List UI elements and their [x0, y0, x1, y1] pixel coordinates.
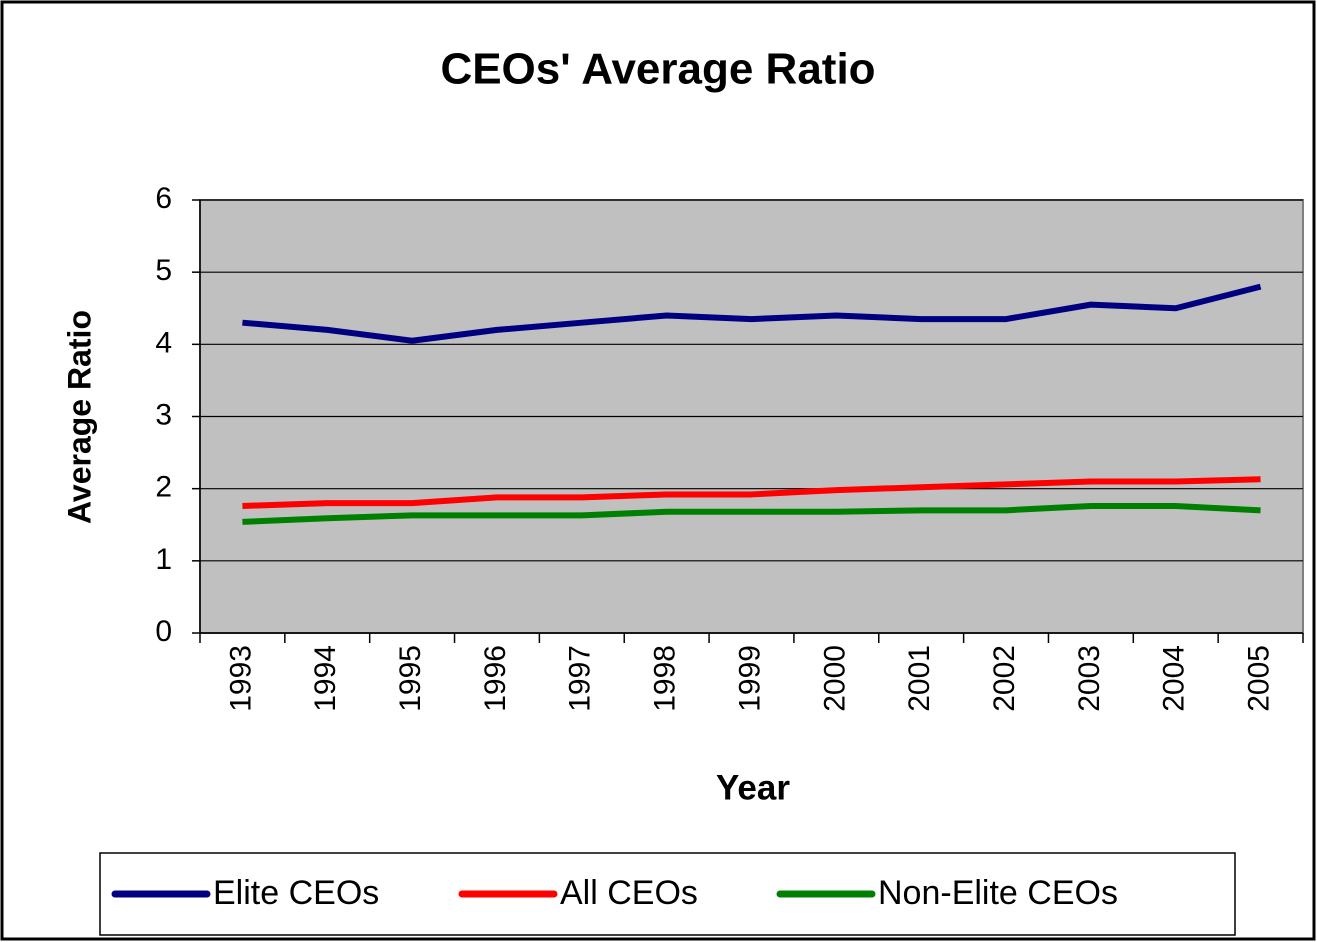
legend-label: Elite CEOs	[213, 874, 379, 912]
x-tick-label: 1996	[479, 645, 512, 712]
x-tick-label: 1994	[309, 645, 342, 712]
x-tick-label: 2000	[818, 645, 851, 712]
y-tick-label: 5	[155, 254, 172, 287]
x-axis-title: Year	[716, 768, 790, 807]
x-tick-label: 1995	[394, 645, 427, 712]
x-tick-label: 2001	[903, 645, 936, 712]
series-line	[242, 502, 1261, 525]
y-axis-title: Average Ratio	[61, 310, 97, 524]
legend-label: Non-Elite CEOs	[878, 874, 1118, 912]
y-tick-label: 4	[155, 326, 172, 359]
chart-title: CEOs' Average Ratio	[440, 45, 875, 94]
series-line	[242, 476, 1261, 509]
x-tick-label: 2004	[1158, 645, 1191, 712]
x-tick-label: 1993	[224, 645, 257, 712]
y-tick-label: 0	[155, 615, 172, 648]
y-tick-label: 2	[155, 471, 172, 504]
x-tick-label: 2005	[1242, 645, 1275, 712]
y-tick-label: 3	[155, 398, 172, 431]
x-tick-label: 1999	[733, 645, 766, 712]
y-tick-label: 6	[155, 182, 172, 215]
legend-label: All CEOs	[560, 874, 698, 912]
x-tick-label: 1997	[564, 645, 597, 712]
legend-box	[99, 852, 1236, 936]
x-tick-label: 1998	[649, 645, 682, 712]
x-tick-label: 2002	[988, 645, 1021, 712]
series-line	[242, 283, 1262, 344]
x-tick-label: 2003	[1073, 645, 1106, 712]
y-tick-label: 1	[155, 543, 172, 576]
